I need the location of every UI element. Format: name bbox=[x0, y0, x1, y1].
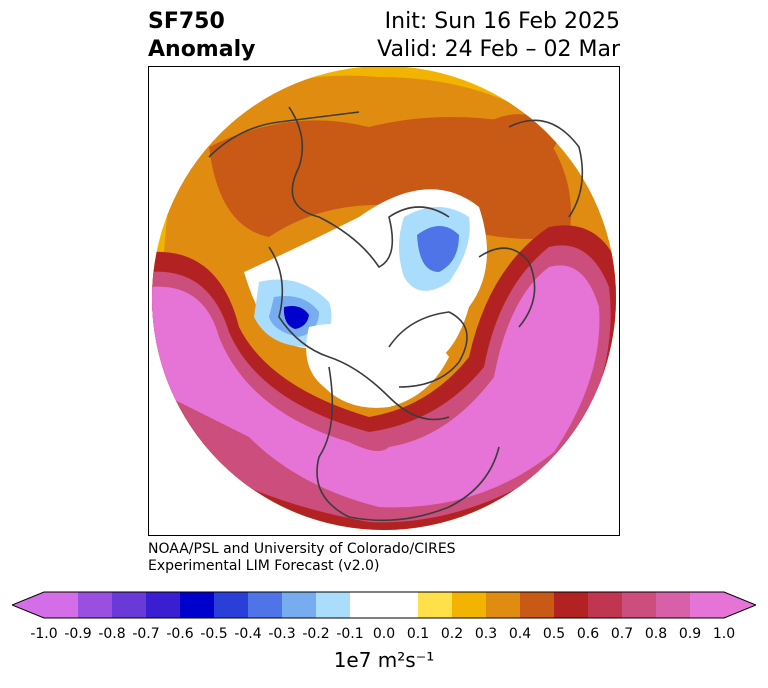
colorbar-cell bbox=[214, 592, 249, 618]
colorbar-min-extend bbox=[12, 592, 44, 618]
anomaly-field bbox=[152, 67, 616, 530]
colorbar-cell bbox=[78, 592, 113, 618]
colorbar-cell bbox=[656, 592, 691, 618]
colorbar-tick-label: 0.5 bbox=[542, 626, 566, 642]
title-anomaly: Anomaly bbox=[148, 37, 256, 62]
credit-line-1: NOAA/PSL and University of Colorado/CIRE… bbox=[148, 541, 456, 557]
colorbar-tick-label: -0.3 bbox=[268, 626, 296, 642]
title-variable: SF750 bbox=[148, 9, 225, 34]
colorbar-cell bbox=[112, 592, 147, 618]
anomaly-map bbox=[152, 67, 616, 530]
colorbar-unit: 1e7 m²s⁻¹ bbox=[333, 648, 435, 672]
colorbar-tick-label: 0.0 bbox=[372, 626, 396, 642]
colorbar-tick-label: 0.4 bbox=[508, 626, 532, 642]
colorbar-cell bbox=[554, 592, 589, 618]
map-panel bbox=[148, 66, 620, 536]
colorbar-max-extend bbox=[724, 592, 756, 618]
colorbar-cell bbox=[282, 592, 317, 618]
valid-range: Valid: 24 Feb – 02 Mar bbox=[377, 37, 620, 62]
colorbar-tick-label: 0.2 bbox=[440, 626, 464, 642]
colorbar-cell bbox=[180, 592, 215, 618]
colorbar-tick-label: 0.8 bbox=[644, 626, 668, 642]
colorbar-tick-label: -0.9 bbox=[64, 626, 92, 642]
init-date: Init: Sun 16 Feb 2025 bbox=[384, 9, 620, 34]
colorbar-tick-label: -0.1 bbox=[336, 626, 364, 642]
forecast-dates: Init: Sun 16 Feb 2025 Valid: 24 Feb – 02… bbox=[377, 8, 620, 64]
colorbar-cell bbox=[622, 592, 657, 618]
colorbar bbox=[12, 591, 756, 619]
colorbar-tick-label: -1.0 bbox=[30, 626, 58, 642]
credit-text: NOAA/PSL and University of Colorado/CIRE… bbox=[148, 541, 456, 575]
colorbar-cell bbox=[520, 592, 555, 618]
colorbar-ticks: -1.0 -0.9 -0.8 -0.7 -0.6 -0.5 -0.4 -0.3 -0.2 -0.1… bbox=[0, 626, 768, 646]
colorbar-tick-label: 0.1 bbox=[406, 626, 430, 642]
colorbar-cell bbox=[248, 592, 283, 618]
colorbar-tick-label: 1.0 bbox=[712, 626, 736, 642]
colorbar-tick-label: -0.2 bbox=[302, 626, 330, 642]
colorbar-cell bbox=[44, 592, 79, 618]
colorbar-cell bbox=[418, 592, 453, 618]
colorbar-cell bbox=[350, 592, 385, 618]
colorbar-tick-label: -0.5 bbox=[200, 626, 228, 642]
colorbar-tick-label: 0.9 bbox=[678, 626, 702, 642]
colorbar-tick-label: -0.8 bbox=[98, 626, 126, 642]
colorbar-cell bbox=[146, 592, 181, 618]
colorbar-tick-label: 0.6 bbox=[576, 626, 600, 642]
colorbar-cell bbox=[588, 592, 623, 618]
colorbar-cell bbox=[452, 592, 487, 618]
colorbar-cell bbox=[384, 592, 419, 618]
colorbar-cell bbox=[486, 592, 521, 618]
colorbar-tick-label: -0.4 bbox=[234, 626, 262, 642]
colorbar-cell bbox=[316, 592, 351, 618]
colorbar-tick-label: 0.3 bbox=[474, 626, 498, 642]
colorbar-tick-label: -0.6 bbox=[166, 626, 194, 642]
coastlines bbox=[208, 106, 584, 522]
colorbar-cell bbox=[690, 592, 725, 618]
colorbar-tick-label: 0.7 bbox=[610, 626, 634, 642]
colorbar-tick-label: -0.7 bbox=[132, 626, 160, 642]
chart-title: SF750 Anomaly bbox=[148, 8, 255, 64]
credit-line-2: Experimental LIM Forecast (v2.0) bbox=[148, 558, 380, 574]
